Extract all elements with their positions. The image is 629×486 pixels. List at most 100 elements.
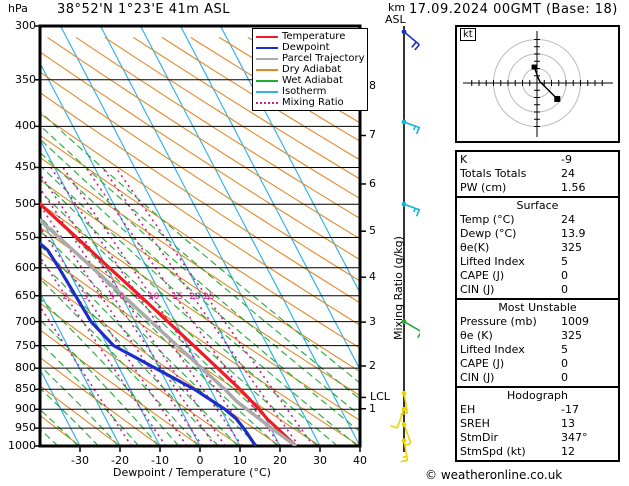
index-value: 0 <box>561 371 568 384</box>
index-key: PW (cm) <box>460 181 507 194</box>
surface-title: Surface <box>516 199 559 212</box>
height-tick-label: 5 <box>369 224 376 238</box>
surface-index-row: CAPE (J) 0 <box>457 269 618 283</box>
station-title: 38°52'N 1°23'E 41m ASL <box>57 2 230 17</box>
legend-label: Dry Adiabat <box>282 64 342 75</box>
index-key: CIN (J) <box>460 371 495 384</box>
general-indices-section: K -9 Totals Totals 24 PW (cm) 1.56 <box>457 152 618 198</box>
index-key: Lifted Index <box>460 255 525 268</box>
hodograph-stats-title: Hodograph <box>507 389 568 402</box>
legend-item: Dry Adiabat <box>256 64 364 75</box>
pressure-tick-label: 1000 <box>8 439 36 452</box>
legend: Temperature Dewpoint Parcel Trajectory Dry … <box>252 28 368 111</box>
general-index-row: K -9 <box>457 153 618 167</box>
legend-swatch-5 <box>256 79 278 82</box>
mixing-ratio-value-label: 6 <box>119 292 125 303</box>
temperature-tick-label: 30 <box>313 454 327 467</box>
index-key: Pressure (mb) <box>460 315 537 328</box>
legend-label: Mixing Ratio <box>282 97 344 108</box>
height-tick-label: 7 <box>369 128 376 142</box>
mixing-ratio-value-label: 15 <box>171 292 184 303</box>
index-key: Dewp (°C) <box>460 227 517 240</box>
legend-swatch-3 <box>256 57 278 60</box>
legend-item: Dewpoint <box>256 42 364 53</box>
pressure-tick-label: 350 <box>15 72 36 86</box>
most-unstable-index-row: θe (K) 325 <box>457 329 618 343</box>
copyright-label: © weatheronline.co.uk <box>425 468 563 482</box>
mixing-ratio-value-label: 2 <box>62 292 69 303</box>
hodograph-index-row: SREH 13 <box>457 417 618 431</box>
pressure-tick-label: 700 <box>15 314 36 328</box>
pressure-tick-label: 750 <box>15 338 36 352</box>
index-value: 0 <box>561 269 568 282</box>
general-index-row: Totals Totals 24 <box>457 167 618 181</box>
index-value: 5 <box>561 255 568 268</box>
mixing-ratio-value-label: 3 <box>82 292 89 303</box>
legend-label: Dewpoint <box>282 42 330 53</box>
temperature-tick-label: 0 <box>196 454 204 467</box>
temperature-tick-label: 10 <box>233 454 247 467</box>
general-index-row: PW (cm) 1.56 <box>457 181 618 195</box>
height-unit-label-1: km <box>388 1 406 14</box>
index-key: EH <box>460 403 476 416</box>
height-tick-label: 4 <box>369 270 376 284</box>
indices-table: K -9 Totals Totals 24 PW (cm) 1.56 Surface Te… <box>455 150 620 462</box>
index-value: 12 <box>561 445 575 458</box>
height-unit-label-2: ASL <box>385 13 406 26</box>
index-value: -9 <box>561 153 572 166</box>
height-tick-label: 6 <box>369 176 376 190</box>
pressure-tick-label: 650 <box>15 288 36 302</box>
temperature-tick-label: -30 <box>71 454 89 467</box>
mixing-ratio-value-label: 10 <box>147 292 160 303</box>
legend-swatch-2 <box>256 46 278 49</box>
legend-item: Temperature <box>256 31 364 42</box>
index-value: 325 <box>561 329 582 342</box>
hodograph-unit-label: kt <box>460 28 476 41</box>
height-tick-label: 8 <box>369 78 376 92</box>
mixing-ratio-value-label: 5 <box>109 292 116 303</box>
most-unstable-title: Most Unstable <box>498 301 577 314</box>
temperature-tick-label: 40 <box>353 454 367 467</box>
surface-index-row: θe(K) 325 <box>457 241 618 255</box>
index-value: 347° <box>561 431 588 444</box>
legend-label: Wet Adiabat <box>282 75 343 86</box>
hodograph-index-row: StmSpd (kt) 12 <box>457 445 618 459</box>
height-tick-label: 1 <box>369 401 376 415</box>
model-run-title: 17.09.2024 00GMT (Base: 18) <box>409 2 618 17</box>
pressure-tick-label: 600 <box>15 260 36 274</box>
index-key: StmDir <box>460 431 499 444</box>
hodograph-index-row: EH -17 <box>457 403 618 417</box>
surface-index-row: Lifted Index 5 <box>457 255 618 269</box>
legend-item: Mixing Ratio <box>256 97 364 108</box>
most-unstable-index-row: CIN (J) 0 <box>457 371 618 385</box>
index-key: StmSpd (kt) <box>460 445 526 458</box>
index-value: 5 <box>561 343 568 356</box>
height-tick-label: 2 <box>369 358 376 372</box>
pressure-tick-label: 500 <box>15 197 36 211</box>
index-key: Lifted Index <box>460 343 525 356</box>
legend-label: Parcel Trajectory <box>282 53 365 64</box>
index-key: θe(K) <box>460 241 490 254</box>
index-value: 0 <box>561 357 568 370</box>
legend-swatch-1 <box>256 35 278 38</box>
index-value: -17 <box>561 403 579 416</box>
most-unstable-section: Most Unstable Pressure (mb) 1009 θe (K) 325… <box>457 300 618 388</box>
lcl-label: LCL <box>370 390 390 404</box>
legend-swatch-4 <box>256 68 278 71</box>
pressure-tick-label: 800 <box>15 361 36 375</box>
index-value: 13.9 <box>561 227 586 240</box>
index-value: 325 <box>561 241 582 254</box>
index-value: 1009 <box>561 315 589 328</box>
pressure-tick-label: 850 <box>15 382 36 396</box>
temperature-tick-label: -10 <box>151 454 169 467</box>
pressure-tick-label: 900 <box>15 402 36 416</box>
legend-item: Isotherm <box>256 86 364 97</box>
index-value: 24 <box>561 213 575 226</box>
index-key: CAPE (J) <box>460 269 505 282</box>
hodograph-index-row: StmDir 347° <box>457 431 618 445</box>
pressure-tick-label: 450 <box>15 160 36 174</box>
mixing-ratio-value-label: 8 <box>135 292 141 303</box>
mixing-ratio-value-label: 4 <box>97 292 104 303</box>
hodograph-stats-section: Hodograph EH -17 SREH 13 StmDir 347° StmSpd (k… <box>457 388 618 460</box>
